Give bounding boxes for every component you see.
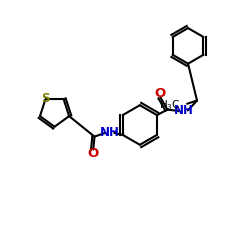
Text: H$_3$C: H$_3$C — [159, 98, 181, 112]
Text: NH: NH — [100, 126, 120, 140]
Text: NH: NH — [174, 104, 193, 117]
Text: O: O — [154, 86, 166, 100]
Text: S: S — [41, 92, 50, 105]
Text: O: O — [87, 148, 99, 160]
